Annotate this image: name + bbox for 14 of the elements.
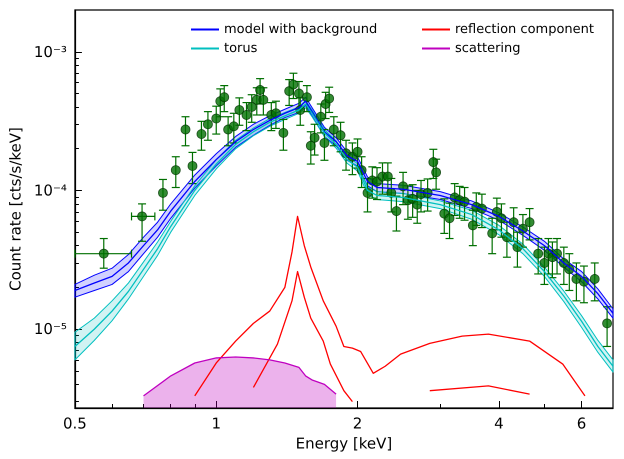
legend-label: reflection component <box>455 22 594 37</box>
x-axis-title: Energy [keV] <box>296 434 392 452</box>
legend-label: scattering <box>455 41 521 56</box>
y-tick-label: 10⁻³ <box>34 42 67 61</box>
y-axis-title: Count rate [cts/s/keV] <box>6 127 24 291</box>
x-tick-label: 6 <box>576 414 586 432</box>
legend-label: torus <box>224 41 258 56</box>
legend-label: model with background <box>224 22 378 37</box>
x-tick-label: 0.5 <box>62 414 87 432</box>
y-tick-label: 10⁻⁵ <box>34 320 67 338</box>
x-tick-label: 1 <box>211 414 222 432</box>
x-tick-label: 2 <box>352 414 362 432</box>
x-tick-label: 4 <box>494 414 504 432</box>
y-tick-label: 10⁻⁴ <box>34 181 67 200</box>
